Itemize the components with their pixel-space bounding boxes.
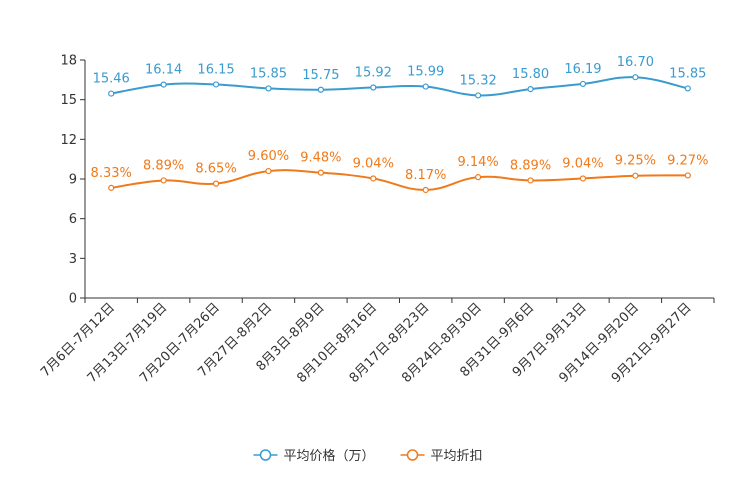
data-label: 15.92	[355, 66, 392, 81]
series-avg-discount: 8.33% 8.89% 8.65% 9.60% 9.48% 9.04% 8.17% 9.14%…	[91, 149, 708, 194]
y-tick-label: 12	[60, 133, 77, 148]
data-label: 15.80	[512, 67, 549, 82]
data-label: 8.89%	[510, 158, 551, 173]
legend: 平均价格（万） 平均折扣	[253, 448, 483, 464]
data-point	[160, 177, 167, 184]
data-point	[475, 174, 482, 181]
data-point	[265, 167, 272, 175]
data-label: 8.89%	[143, 158, 184, 173]
data-point	[212, 180, 220, 187]
data-label: 9.04%	[562, 156, 603, 171]
data-label: 15.32	[460, 73, 497, 88]
data-label: 15.85	[250, 66, 287, 81]
data-label: 15.46	[93, 72, 130, 87]
series-line	[111, 169, 688, 191]
data-label: 16.14	[145, 63, 182, 78]
data-point	[632, 172, 639, 179]
data-label: 16.15	[197, 62, 234, 77]
legend-label: 平均折扣	[431, 449, 483, 464]
y-tick-label: 9	[69, 173, 77, 188]
data-point	[684, 85, 691, 92]
data-point	[475, 92, 482, 99]
data-label: 8.17%	[405, 168, 446, 183]
data-label: 16.70	[617, 55, 654, 70]
data-label: 8.65%	[195, 162, 236, 177]
data-label: 15.85	[669, 66, 706, 81]
data-point	[108, 90, 115, 97]
legend-marker	[406, 449, 419, 461]
data-point	[422, 186, 429, 194]
legend-marker	[259, 449, 272, 461]
data-label: 9.48%	[300, 151, 341, 166]
y-tick-label: 0	[69, 292, 77, 307]
axes: 03691215187月6日-7月12日7月13日-7月19日7月20日-7月2…	[38, 54, 715, 386]
data-point	[212, 81, 220, 88]
data-label: 16.19	[564, 62, 601, 77]
series-line	[111, 76, 689, 97]
data-point	[160, 81, 167, 88]
data-label: 9.25%	[615, 154, 656, 169]
y-tick-label: 6	[69, 212, 77, 227]
data-point	[422, 83, 429, 90]
data-point	[317, 86, 324, 93]
legend-label: 平均价格（万）	[284, 448, 375, 464]
data-label: 8.33%	[91, 166, 132, 181]
data-point	[579, 175, 587, 182]
series-avg-price: 15.46 16.14 16.15 15.85 15.75 15.92 15.99 15.32…	[93, 55, 706, 99]
data-label: 9.04%	[353, 156, 394, 171]
data-label: 9.27%	[667, 153, 708, 168]
legend-item-avg-discount: 平均折扣	[400, 449, 483, 464]
series-layer: 15.46 16.14 16.15 15.85 15.75 15.92 15.99 15.32…	[91, 55, 708, 194]
data-point	[370, 84, 377, 91]
data-label: 9.60%	[248, 149, 289, 164]
y-tick-label: 15	[60, 93, 77, 108]
data-point	[527, 177, 534, 184]
data-point	[370, 175, 377, 182]
y-tick-label: 18	[60, 54, 77, 69]
data-point	[265, 85, 272, 92]
data-label: 9.14%	[457, 155, 498, 170]
legend-item-avg-price: 平均价格（万）	[253, 448, 375, 464]
data-label: 15.75	[302, 68, 339, 83]
data-label: 15.99	[407, 65, 444, 80]
data-point	[527, 85, 534, 93]
data-point	[317, 169, 324, 176]
data-point	[684, 172, 691, 179]
y-tick-label: 3	[69, 252, 77, 267]
data-point	[632, 74, 639, 81]
data-point	[579, 80, 587, 88]
data-point	[108, 184, 115, 191]
